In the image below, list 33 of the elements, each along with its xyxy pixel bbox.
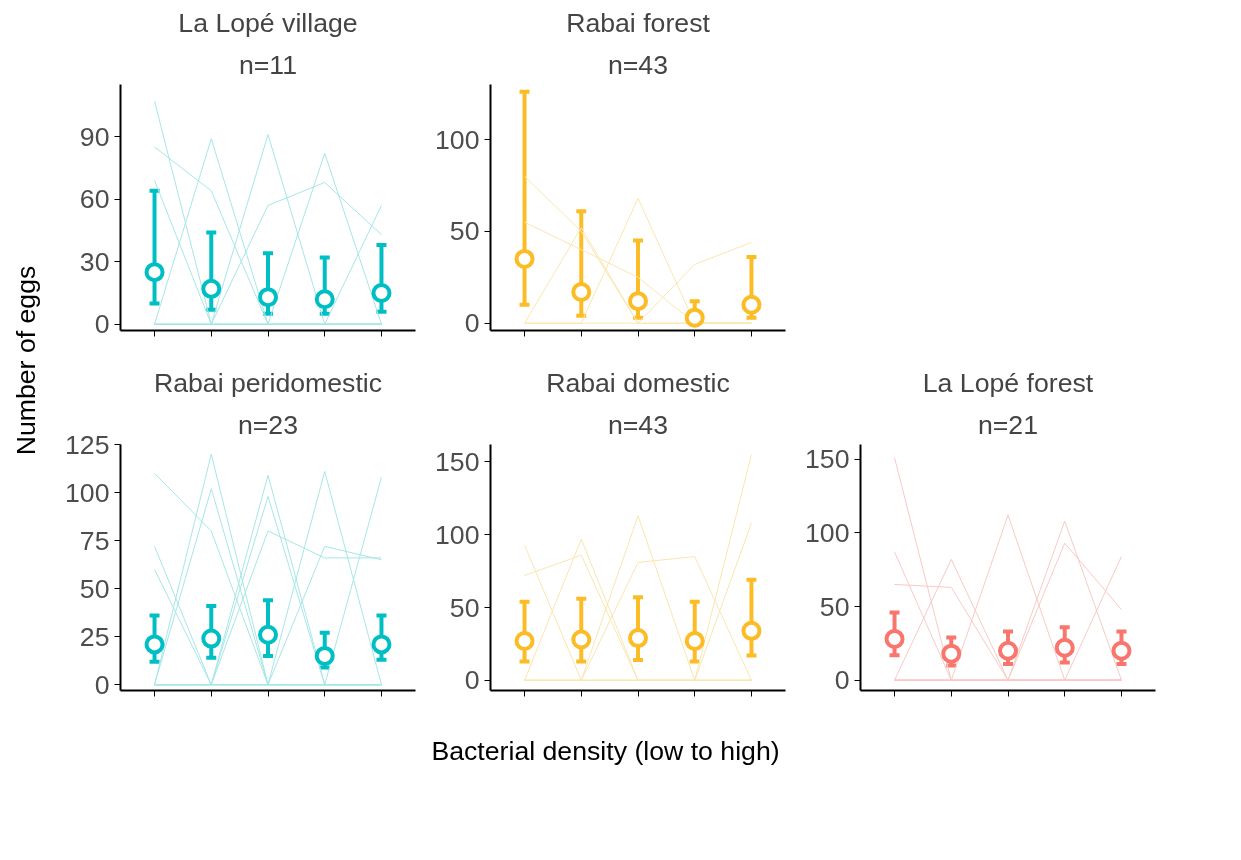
y-axis-title: Number of eggs [10,265,41,456]
y-tick-label: 60 [79,184,110,215]
chart-subtitle: n=43 [607,49,669,80]
chart-title: Rabai domestic [546,367,730,398]
y-tick-label: 50 [79,573,110,604]
y-tick-label: 100 [435,519,480,550]
chart-subtitle: n=23 [237,409,299,440]
y-tick-label: 0 [834,665,850,696]
chart-title: La Lopé village [178,7,358,38]
chart-subtitle: n=21 [977,409,1039,440]
y-tick-label: 150 [805,444,850,475]
chart-subtitle: n=11 [238,49,298,80]
y-tick-label: 50 [819,591,850,622]
y-tick-label: 75 [79,525,110,556]
y-tick-label: 0 [94,669,110,700]
x-axis-title: Bacterial density (low to high) [431,735,780,766]
chart-title: La Lopé forest [922,367,1094,398]
chart-subtitle: n=43 [607,409,669,440]
chart-title: Rabai forest [566,7,711,38]
y-tick-label: 25 [79,621,110,652]
y-tick-label: 50 [449,216,480,247]
y-tick-label: 90 [79,121,110,152]
y-tick-label: 100 [65,477,110,508]
y-tick-label: 0 [94,309,110,340]
y-tick-label: 50 [449,592,480,623]
y-tick-label: 0 [464,308,480,339]
y-tick-label: 150 [435,446,480,477]
y-tick-label: 0 [464,665,480,696]
y-tick-label: 100 [805,517,850,548]
chart-title: Rabai peridomestic [153,367,383,398]
y-tick-label: 100 [435,124,480,155]
y-tick-label: 30 [79,246,110,277]
y-tick-label: 125 [65,429,110,460]
